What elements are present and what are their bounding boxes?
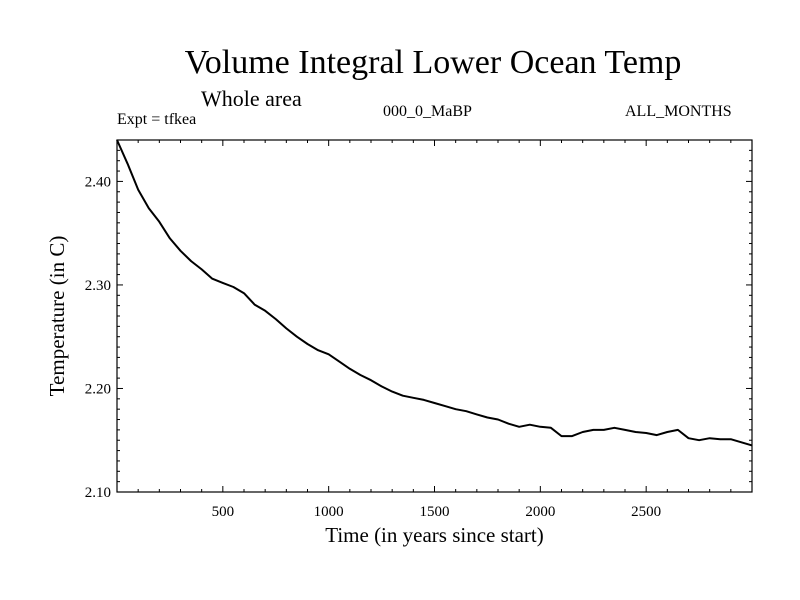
y-axis-label: Temperature (in C) [45,236,69,397]
x-tick-label: 2000 [525,504,555,520]
y-tick-label: 2.30 [85,278,111,294]
chart-subtitle: Whole area [201,86,302,111]
series-layer [116,139,753,447]
experiment-label: Expt = tfkea [117,111,197,128]
y-tick-label: 2.20 [85,381,111,397]
chart-title: Volume Integral Lower Ocean Temp [184,44,682,81]
x-axis-label: Time (in years since start) [325,523,544,547]
y-tick-label: 2.10 [85,485,111,501]
x-tick-label: 1000 [314,504,344,520]
months-label: ALL_MONTHS [625,103,732,120]
series-line-0 [116,139,753,447]
experiment-name-label: 000_0_MaBP [383,103,472,120]
y-tick-label: 2.40 [85,174,111,190]
x-tick-label: 1500 [420,504,450,520]
x-tick-label: 2500 [631,504,661,520]
x-tick-label: 500 [212,504,235,520]
plot-frame [116,139,753,493]
tick-layer: 500 1000 1500 2000 2500 2.10 2.20 2.30 2.40 [85,140,752,520]
